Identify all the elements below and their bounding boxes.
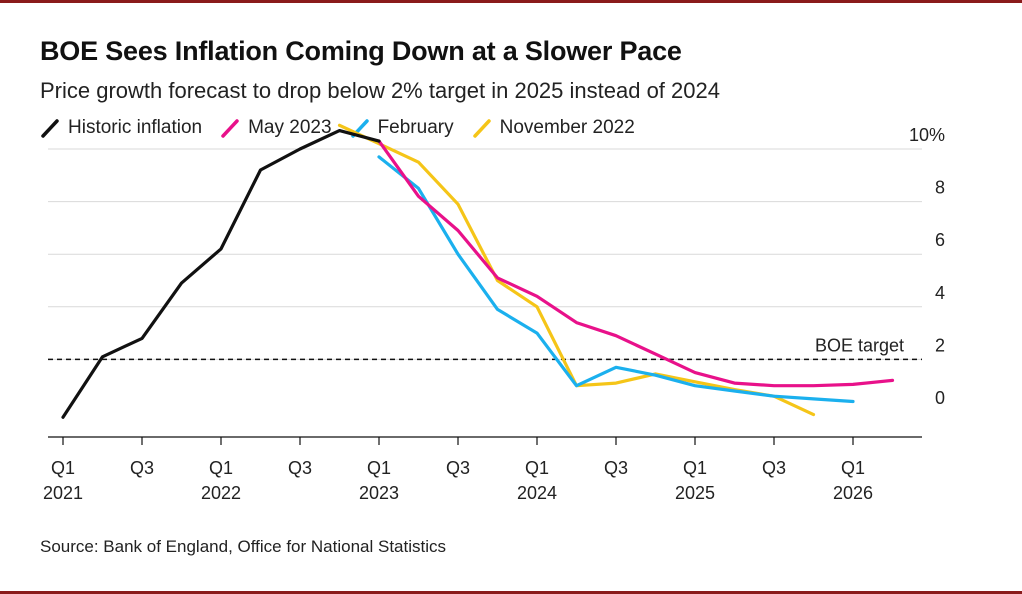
source-note: Source: Bank of England, Office for Nati… <box>40 537 447 556</box>
legend-swatch-may2023 <box>221 119 239 138</box>
legend-label-may2023: May 2023 <box>248 117 332 138</box>
x-tick-label-3: Q3 <box>288 458 312 478</box>
x-tick-label-2: Q1 <box>209 458 233 478</box>
x-tick-year-10: 2026 <box>833 483 873 503</box>
x-tick-label-10: Q1 <box>841 458 865 478</box>
legend-label-historic: Historic inflation <box>68 117 203 138</box>
series-line-february <box>377 155 855 404</box>
target-label: BOE target <box>815 335 904 355</box>
y-tick-label-6: 6 <box>935 230 945 250</box>
legend-item-november2022: November 2022 <box>472 117 635 139</box>
legend-swatch-november2022 <box>472 119 491 138</box>
x-tick-label-9: Q3 <box>762 458 786 478</box>
chart-subtitle: Price growth forecast to drop below 2% t… <box>40 78 720 103</box>
chart-title: BOE Sees Inflation Coming Down at a Slow… <box>40 36 682 66</box>
series-line-may2023 <box>377 139 895 388</box>
x-tick-label-6: Q1 <box>525 458 549 478</box>
x-tick-label-1: Q3 <box>130 458 154 478</box>
x-tick-label-8: Q1 <box>683 458 707 478</box>
y-tick-label-2: 2 <box>935 335 945 355</box>
legend-swatch-historic <box>41 119 59 138</box>
series-line-historic <box>61 129 381 419</box>
bottom-border <box>0 591 1022 594</box>
legend-label-november2022: November 2022 <box>499 117 635 138</box>
series-line-november2022 <box>337 123 816 417</box>
y-tick-label-0: 0 <box>935 388 945 408</box>
legend: Historic inflation May 2023 February Nov… <box>40 117 653 139</box>
y-tick-label-4: 4 <box>935 283 945 303</box>
legend-item-historic: Historic inflation <box>40 117 202 139</box>
x-tick-year-0: 2021 <box>43 483 83 503</box>
x-tick-label-4: Q1 <box>367 458 391 478</box>
y-tick-label-10: 10% <box>909 125 945 145</box>
x-tick-year-2: 2022 <box>201 483 241 503</box>
legend-item-may2023: May 2023 <box>220 117 332 139</box>
y-tick-label-8: 8 <box>935 178 945 198</box>
x-tick-year-4: 2023 <box>359 483 399 503</box>
top-border <box>0 0 1022 3</box>
legend-label-february: February <box>377 117 454 138</box>
x-tick-year-8: 2025 <box>675 483 715 503</box>
x-tick-label-7: Q3 <box>604 458 628 478</box>
x-tick-year-6: 2024 <box>517 483 557 503</box>
x-tick-label-5: Q3 <box>446 458 470 478</box>
x-tick-label-0: Q1 <box>51 458 75 478</box>
